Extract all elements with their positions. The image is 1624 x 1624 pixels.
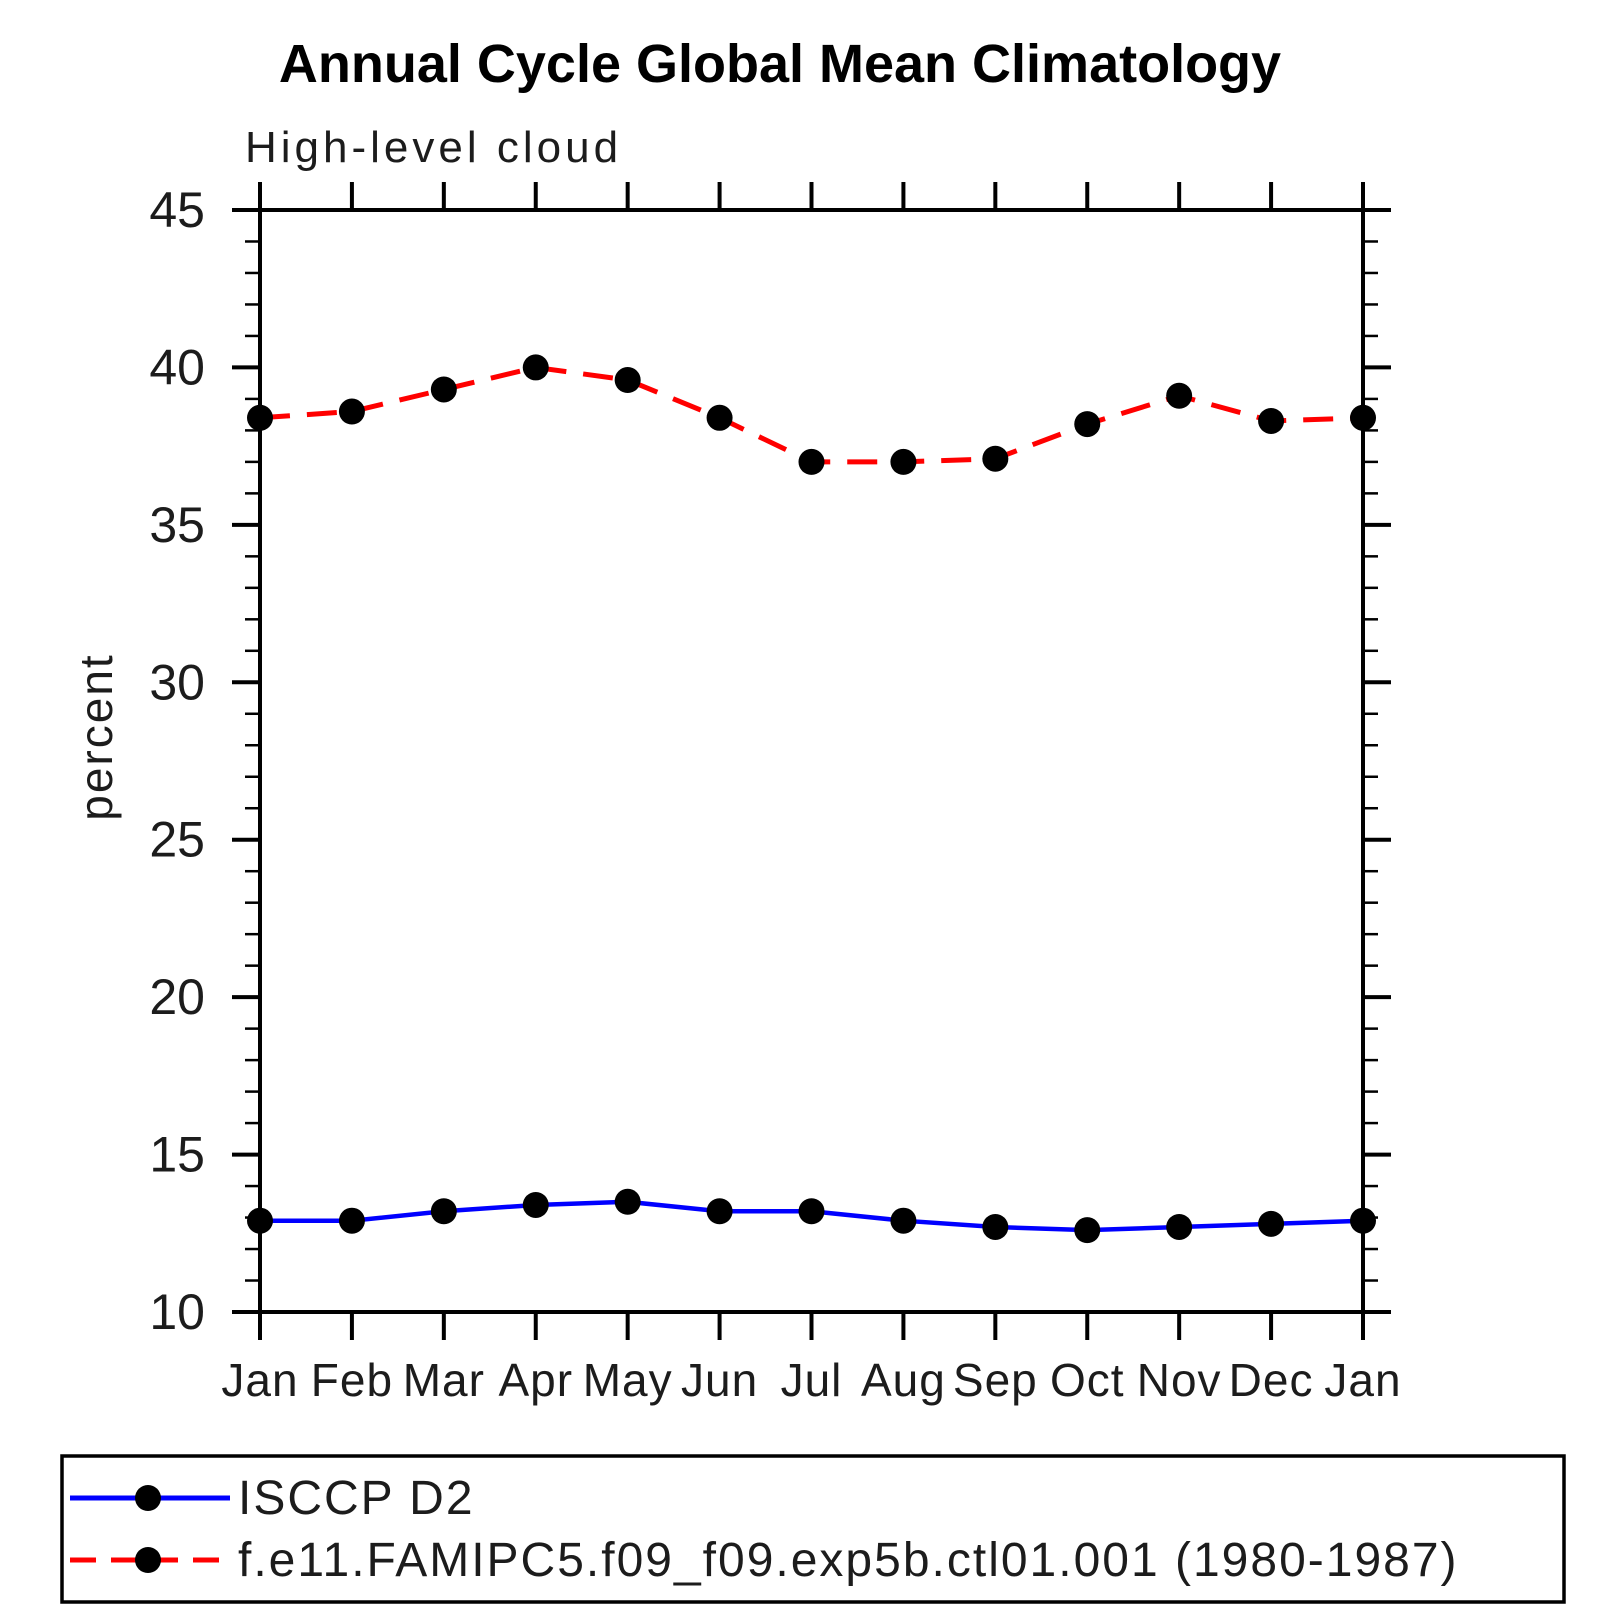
x-tick-label: Oct [1050, 1354, 1125, 1406]
data-point [982, 1213, 1009, 1240]
data-point [1074, 1217, 1101, 1244]
chart-title: Annual Cycle Global Mean Climatology [279, 34, 1281, 94]
legend-label: f.e11.FAMIPC5.f09_f09.exp5b.ctl01.001 (1… [238, 1534, 1459, 1587]
data-point [614, 1188, 641, 1215]
data-point [1166, 1213, 1193, 1240]
legend-box [60, 1454, 1566, 1604]
y-tick-label: 20 [149, 969, 205, 1025]
x-tick-label: Nov [1137, 1354, 1222, 1406]
data-point [890, 1207, 917, 1234]
x-tick-label: Jan [221, 1354, 298, 1406]
x-tick-label: Aug [861, 1354, 946, 1406]
legend-marker-dot [135, 1485, 161, 1511]
legend: ISCCP D2 f.e11.FAMIPC5.f09_f09.exp5b.ctl0… [60, 1454, 1566, 1604]
data-point [1350, 1207, 1376, 1234]
y-tick-label: 15 [149, 1127, 205, 1183]
x-tick-label: Jun [681, 1354, 758, 1406]
data-point [247, 404, 273, 431]
legend-label: ISCCP D2 [238, 1472, 475, 1525]
y-tick-label: 25 [149, 812, 205, 868]
x-tick-label: Feb [311, 1354, 393, 1406]
x-tick-label: Jan [1324, 1354, 1401, 1406]
data-point [982, 445, 1009, 472]
data-point [890, 448, 917, 475]
data-point [430, 1198, 457, 1225]
x-tick-label: Mar [403, 1354, 485, 1406]
data-point [1074, 411, 1101, 438]
legend-marker-dot [135, 1547, 161, 1573]
data-point [430, 376, 457, 403]
data-point [798, 448, 825, 475]
y-tick-label: 40 [149, 339, 205, 395]
x-tick-label: Dec [1229, 1354, 1314, 1406]
y-axis-label: percent [70, 653, 122, 820]
chart-subtitle: High-level cloud [245, 123, 622, 172]
series-layer [247, 354, 1376, 1244]
data-point [1166, 382, 1193, 409]
data-point [338, 398, 365, 425]
data-point [338, 1207, 365, 1234]
y-tick-label: 35 [149, 497, 205, 553]
series-line-1 [259, 364, 1364, 465]
data-point [614, 367, 641, 394]
data-point [706, 404, 733, 431]
data-point [247, 1207, 273, 1234]
plot-frame [258, 208, 1365, 1314]
data-point [706, 1198, 733, 1225]
x-tick-label: Jul [781, 1354, 843, 1406]
data-point [1258, 1210, 1285, 1237]
data-point [1258, 407, 1285, 434]
y-tick-label: 10 [149, 1284, 205, 1340]
data-point [798, 1198, 825, 1225]
x-tick-label: May [583, 1354, 673, 1406]
x-tick-label: Apr [498, 1354, 573, 1406]
y-tick-label: 30 [149, 654, 205, 710]
data-point [1350, 404, 1376, 431]
data-point [522, 354, 549, 381]
x-tick-label: Sep [953, 1354, 1038, 1406]
y-tick-label: 45 [149, 182, 205, 238]
data-point [522, 1191, 549, 1218]
